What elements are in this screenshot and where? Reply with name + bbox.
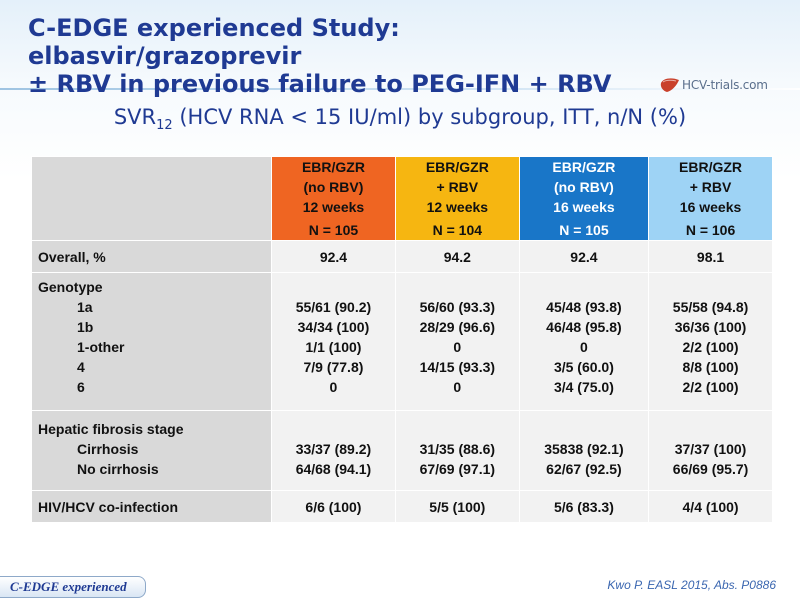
overall-label: Overall, % <box>31 240 272 273</box>
genotype-label-cell: Genotype 1a 1b 1-other 4 6 <box>31 272 272 411</box>
column-2-rbv: + RBV <box>436 179 479 195</box>
column-4-duration: 16 weeks <box>679 199 742 215</box>
reference-citation: Kwo P. EASL 2015, Abs. P0886 <box>607 578 776 592</box>
hiv-label: HIV/HCV co-infection <box>31 490 272 523</box>
genotype-label: Genotype <box>38 279 103 295</box>
column-2-duration: 12 weeks <box>426 199 489 215</box>
slide-title-line1: C-EDGE experienced Study: elbasvir/grazo… <box>28 14 400 70</box>
overall-row: Overall, % 92.4 94.2 92.4 98.1 <box>31 240 773 273</box>
genotype-1a-value-3: 45/48 (93.8) <box>546 299 622 315</box>
cirrhosis-value-4: 37/37 (100) <box>674 441 747 457</box>
column-3-rbv: (no RBV) <box>553 179 614 195</box>
table-subtitle: SVR12 (HCV RNA < 15 IU/ml) by subgroup, … <box>0 105 800 133</box>
column-header-4: EBR/GZR + RBV 16 weeks N = 106 <box>648 156 773 241</box>
column-3-duration: 16 weeks <box>553 199 615 215</box>
cirrhosis-value-2: 31/35 (88.6) <box>419 441 496 457</box>
genotype-1-other-value-4: 2/2 (100) <box>682 339 739 355</box>
column-1-rbv: (no RBV) <box>303 179 364 195</box>
genotype-1a-value-4: 55/58 (94.8) <box>672 299 749 315</box>
column-1-duration: 12 weeks <box>302 199 365 215</box>
column-2-n: N = 104 <box>432 222 483 238</box>
column-1-n: N = 105 <box>308 222 359 238</box>
no-cirrhosis-value-2: 67/69 (97.1) <box>419 461 496 477</box>
cirrhosis-label: Cirrhosis <box>77 441 139 457</box>
fibrosis-label: Hepatic fibrosis stage <box>38 421 184 437</box>
subtitle-pre: SVR <box>113 105 157 129</box>
logo-text: HCV-trials.com <box>682 78 768 92</box>
genotype-1-other-label: 1-other <box>77 339 125 355</box>
header-empty-cell <box>31 156 272 241</box>
genotype-1-other-value-2: 0 <box>453 339 462 355</box>
genotype-values-col-1: 55/61 (90.2) 34/34 (100) 1/1 (100) 7/9 (… <box>271 272 396 411</box>
genotype-values-col-3: 45/48 (93.8) 46/48 (95.8) 0 3/5 (60.0) 3… <box>518 272 650 411</box>
overall-value-1: 92.4 <box>271 240 396 273</box>
overall-value-2: 94.2 <box>394 240 520 273</box>
column-4-rbv: + RBV <box>689 179 732 195</box>
genotype-values-col-2: 56/60 (93.3) 28/29 (96.6) 0 14/15 (93.3)… <box>394 272 520 411</box>
fibrosis-values-col-3: 35838 (92.1) 62/67 (92.5) <box>518 410 650 491</box>
overall-value-3: 92.4 <box>518 240 650 273</box>
column-2-regimen: EBR/GZR <box>425 159 489 175</box>
fibrosis-values-col-2: 31/35 (88.6) 67/69 (97.1) <box>394 410 520 491</box>
genotype-6-value-1: 0 <box>329 379 338 395</box>
genotype-6-value-2: 0 <box>453 379 462 395</box>
cirrhosis-value-1: 33/37 (89.2) <box>295 441 372 457</box>
column-4-regimen: EBR/GZR <box>679 159 743 175</box>
column-header-1: EBR/GZR (no RBV) 12 weeks N = 105 <box>271 156 396 241</box>
genotype-6-label: 6 <box>77 379 85 395</box>
genotype-1b-label: 1b <box>77 319 94 335</box>
genotype-1a-label: 1a <box>77 299 93 315</box>
slide-title-line2: ± RBV in previous failure to PEG-IFN + R… <box>28 70 612 98</box>
no-cirrhosis-value-4: 66/69 (95.7) <box>672 461 749 477</box>
no-cirrhosis-value-1: 64/68 (94.1) <box>295 461 372 477</box>
genotype-6-value-4: 2/2 (100) <box>682 379 739 395</box>
genotype-1a-value-1: 55/61 (90.2) <box>295 299 372 315</box>
genotype-1b-value-4: 36/36 (100) <box>674 319 747 335</box>
genotype-1-other-value-3: 0 <box>580 339 588 355</box>
no-cirrhosis-label: No cirrhosis <box>77 461 159 477</box>
column-header-2: EBR/GZR + RBV 12 weeks N = 104 <box>394 156 520 241</box>
column-1-regimen: EBR/GZR <box>301 159 365 175</box>
column-header-3: EBR/GZR (no RBV) 16 weeks N = 105 <box>518 156 650 241</box>
fibrosis-values-col-4: 37/37 (100) 66/69 (95.7) <box>648 410 773 491</box>
genotype-4-value-4: 8/8 (100) <box>682 359 739 375</box>
genotype-1a-value-2: 56/60 (93.3) <box>419 299 496 315</box>
genotype-row: Genotype 1a 1b 1-other 4 6 55/61 (90.2) … <box>31 272 773 411</box>
hiv-value-1: 6/6 (100) <box>271 490 396 523</box>
overall-value-4: 98.1 <box>648 240 773 273</box>
genotype-1b-value-2: 28/29 (96.6) <box>419 319 496 335</box>
subtitle-subscript: 12 <box>156 118 173 134</box>
genotype-4-value-3: 3/5 (60.0) <box>553 359 614 375</box>
column-3-n: N = 105 <box>559 222 609 238</box>
hiv-value-2: 5/5 (100) <box>394 490 520 523</box>
genotype-6-value-3: 3/4 (75.0) <box>553 379 614 395</box>
liver-logo-icon <box>660 78 679 92</box>
fibrosis-values-col-1: 33/37 (89.2) 64/68 (94.1) <box>271 410 396 491</box>
genotype-1b-value-3: 46/48 (95.8) <box>546 319 622 335</box>
cirrhosis-value-3: 35838 (92.1) <box>544 441 624 457</box>
fibrosis-label-cell: Hepatic fibrosis stage Cirrhosis No cirr… <box>31 410 272 491</box>
subtitle-post: (HCV RNA < 15 IU/ml) by subgroup, ITT, n… <box>172 105 687 129</box>
svr-table: EBR/GZR (no RBV) 12 weeks N = 105 EBR/GZ… <box>31 156 773 523</box>
genotype-1-other-value-1: 1/1 (100) <box>305 339 362 355</box>
hcv-trials-logo: HCV-trials.com <box>660 76 768 94</box>
column-4-n: N = 106 <box>685 222 736 238</box>
column-3-regimen: EBR/GZR <box>552 159 616 175</box>
table-header-row: EBR/GZR (no RBV) 12 weeks N = 105 EBR/GZ… <box>31 156 773 241</box>
no-cirrhosis-value-3: 62/67 (92.5) <box>546 461 622 477</box>
slide-title: C-EDGE experienced Study: elbasvir/grazo… <box>28 14 668 98</box>
genotype-4-value-2: 14/15 (93.3) <box>419 359 496 375</box>
header-divider <box>0 88 800 90</box>
hiv-row: HIV/HCV co-infection 6/6 (100) 5/5 (100)… <box>31 490 773 523</box>
genotype-4-value-1: 7/9 (77.8) <box>303 359 364 375</box>
genotype-4-label: 4 <box>77 359 85 375</box>
hiv-value-3: 5/6 (83.3) <box>518 490 650 523</box>
fibrosis-row: Hepatic fibrosis stage Cirrhosis No cirr… <box>31 410 773 491</box>
genotype-1b-value-1: 34/34 (100) <box>297 319 370 335</box>
footer-study-tab: C-EDGE experienced <box>0 576 146 598</box>
hiv-value-4: 4/4 (100) <box>648 490 773 523</box>
genotype-values-col-4: 55/58 (94.8) 36/36 (100) 2/2 (100) 8/8 (… <box>648 272 773 411</box>
